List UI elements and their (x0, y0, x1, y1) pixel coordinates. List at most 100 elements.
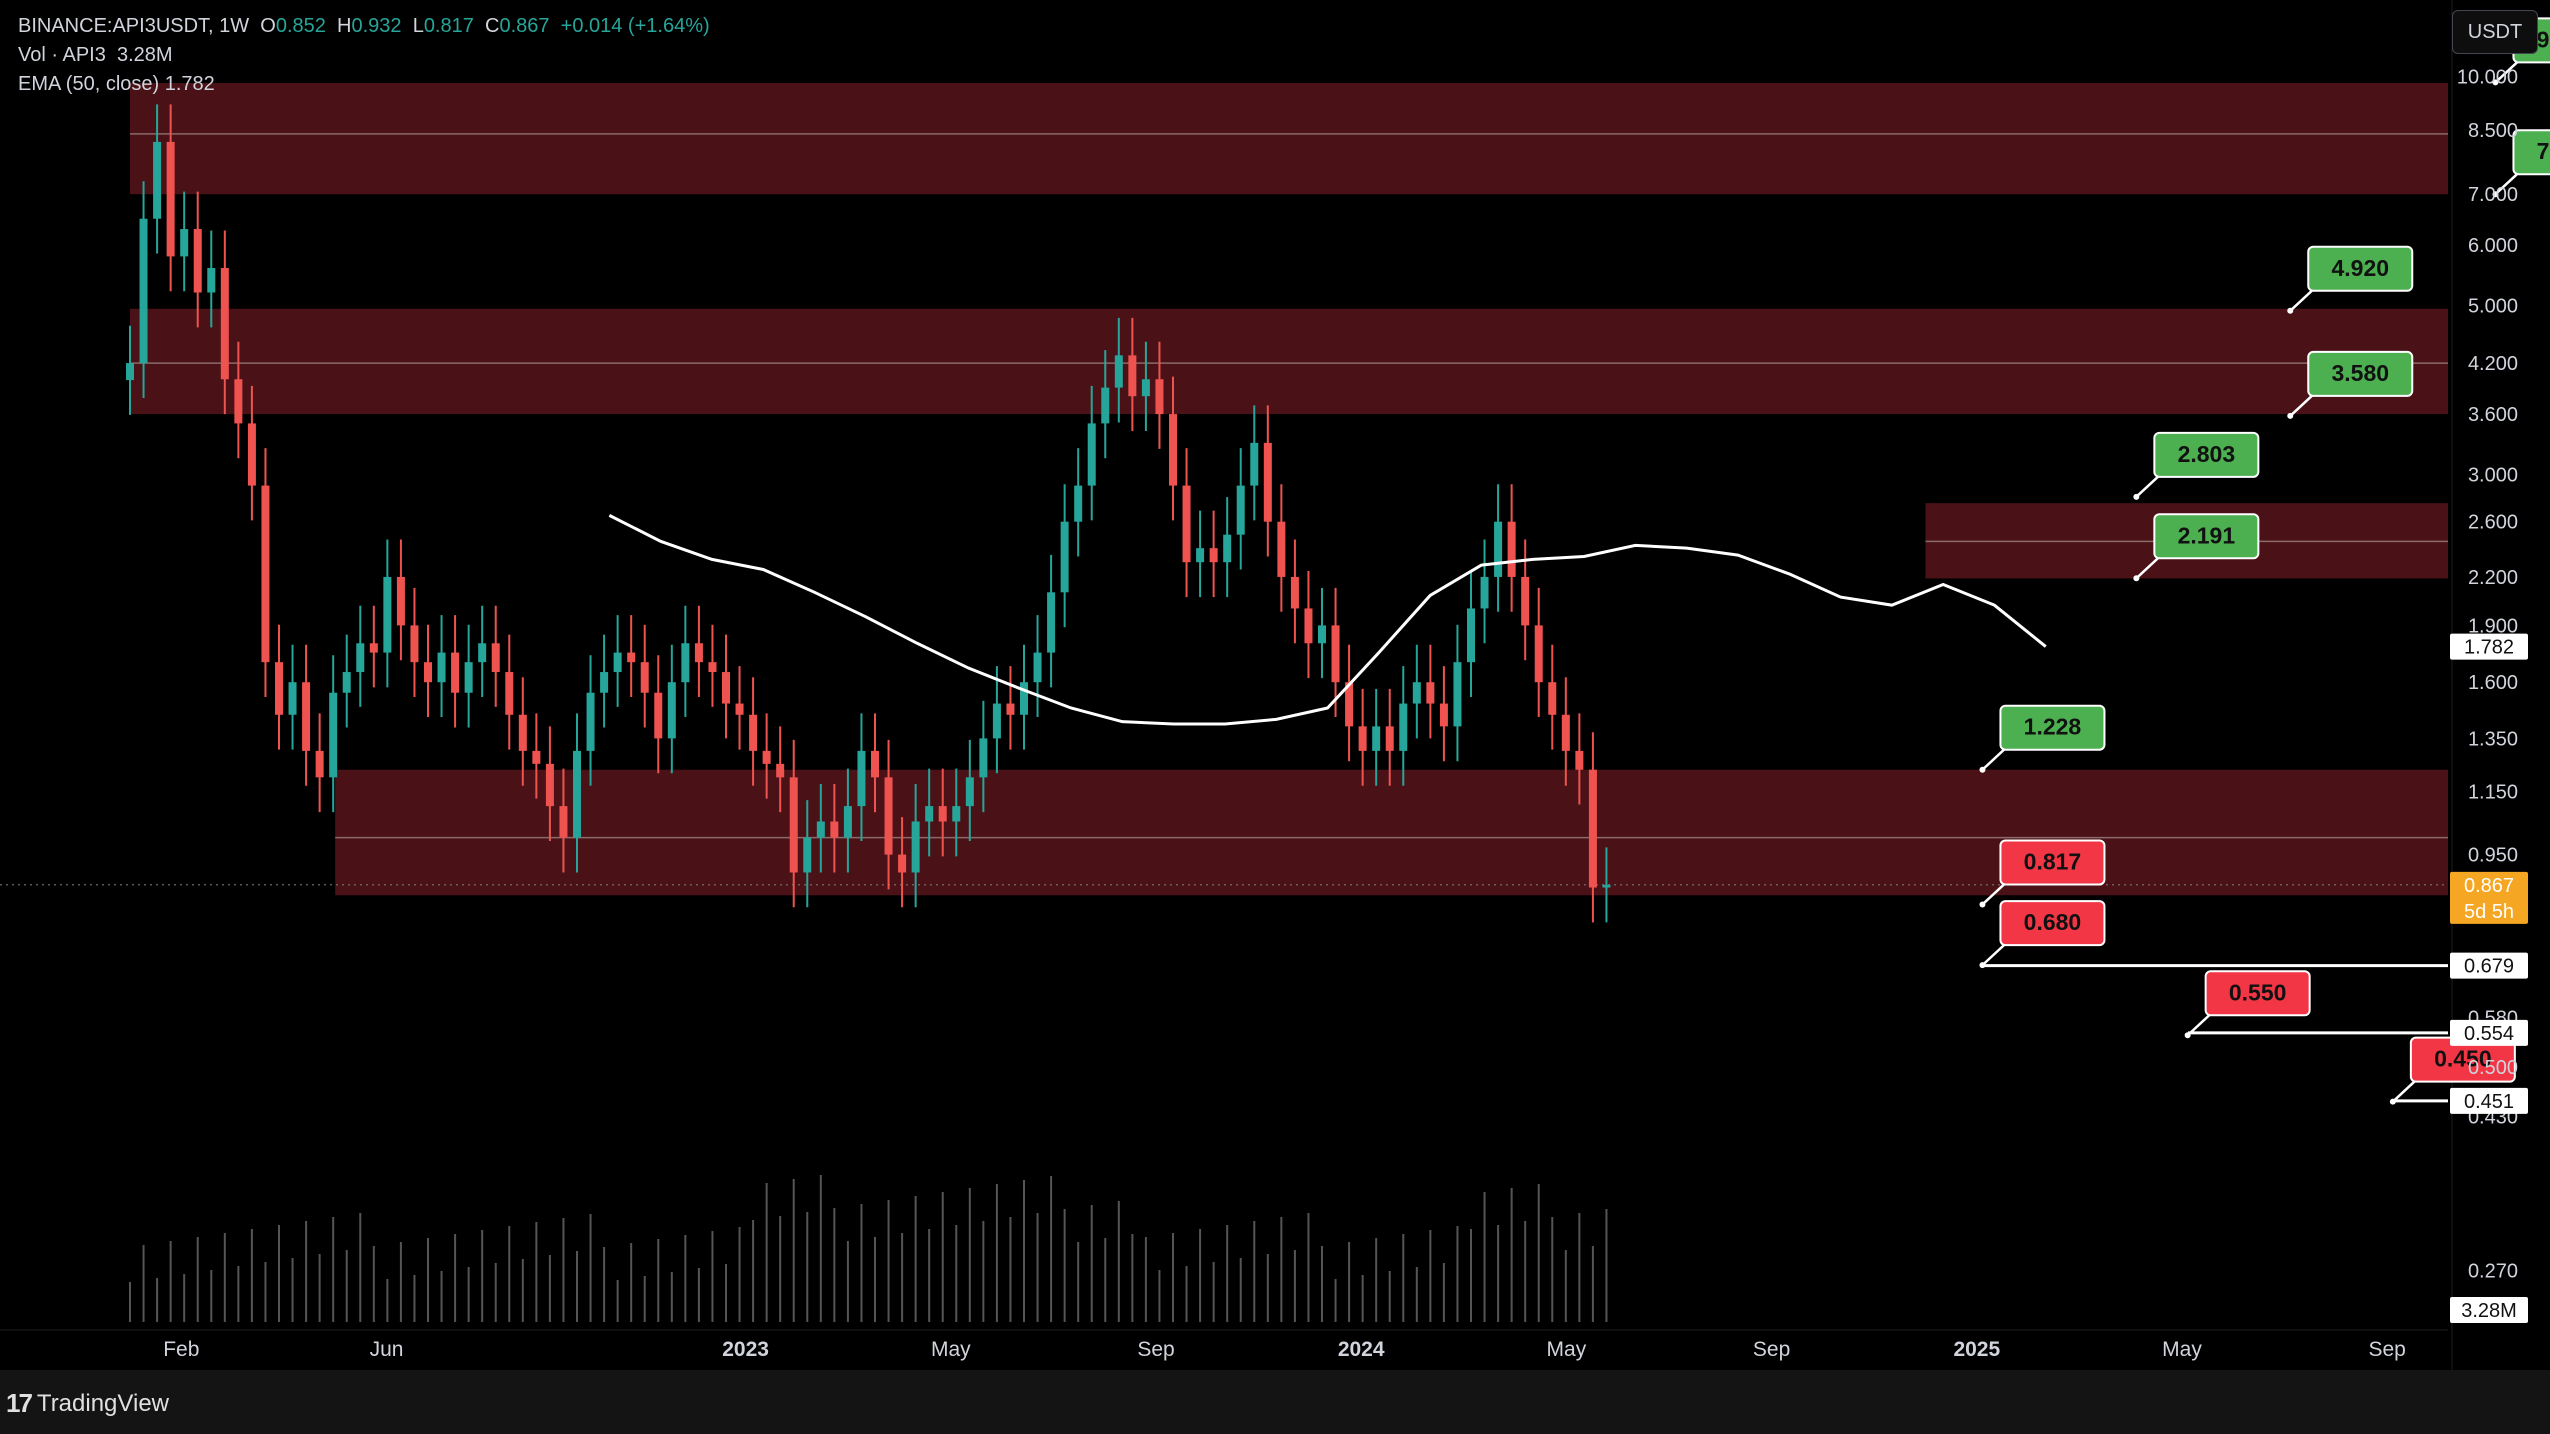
y-tick-label: 0.950 (2468, 845, 2518, 867)
volume-badge-bg (2450, 1297, 2528, 1323)
green-target-5-dot (2133, 575, 2140, 582)
green-target-1: 7.000 (2492, 129, 2550, 198)
candle-body (478, 643, 487, 663)
candle-body (573, 750, 581, 838)
candle-body (613, 652, 622, 673)
candle-body (640, 662, 649, 693)
change-value: +0.014 (+1.64%) (560, 15, 710, 37)
open-value: 0.852 (275, 15, 326, 37)
candle-body (559, 806, 568, 838)
y-tick-label: 1.350 (2468, 728, 2518, 750)
candle-body (1290, 576, 1299, 609)
green-target-5: 2.191 (2133, 513, 2260, 582)
candle-body (1345, 682, 1354, 727)
candle-body (722, 672, 730, 704)
green-target-6-label: 1.228 (2024, 714, 2082, 740)
volume-line[interactable]: Vol · API3 3.28M (18, 44, 173, 66)
support-badge-0-bg (2450, 952, 2528, 979)
candle-body (600, 672, 609, 693)
last-price-badge-bg (2450, 871, 2528, 924)
x-tick-label: Jun (370, 1338, 404, 1361)
candle-body (1575, 750, 1584, 770)
candle-body (1602, 884, 1611, 888)
low-value: 0.817 (423, 15, 474, 37)
green-target-3-label: 3.580 (2331, 360, 2389, 386)
high-value: 0.932 (351, 15, 402, 37)
support-badge-1: 0.554 (2464, 1023, 2514, 1045)
candle-body (1006, 703, 1015, 715)
support-badge-2: 0.451 (2464, 1091, 2514, 1113)
green-target-2-label: 4.920 (2331, 255, 2389, 281)
y-tick-label: 1.900 (2468, 615, 2518, 637)
candle-body (1507, 521, 1516, 577)
y-tick-label: 3.600 (2468, 404, 2518, 426)
candle-body (545, 763, 554, 807)
ema-value: 1.782 (164, 73, 215, 95)
red-target-2-dot (2184, 1032, 2191, 1039)
volume-badge: 3.28M (2461, 1300, 2517, 1322)
candle-body (234, 379, 243, 424)
price-chart[interactable]: 9.816 7.000 4.920 3.580 2.803 2.191 1.228 0.817… (0, 0, 2550, 1370)
red-target-1-box (1999, 900, 2106, 947)
candle-body (871, 750, 879, 778)
candle-body (1263, 442, 1272, 522)
y-tick-label: 0.270 (2468, 1261, 2518, 1283)
candle-body (1087, 423, 1096, 486)
resistance-zone-3 (335, 769, 2449, 896)
red-target-2-box (2204, 970, 2311, 1017)
x-tick-label: May (1547, 1338, 1587, 1361)
candle-body (843, 806, 852, 838)
y-tick-label: 3.000 (2468, 464, 2518, 486)
candle-body (193, 229, 202, 293)
candle-body (1033, 652, 1042, 683)
y-tick-label: 4.200 (2468, 353, 2518, 375)
symbol-label[interactable]: BINANCE:API3USDT, 1W (18, 15, 250, 37)
candle-body (126, 363, 134, 381)
candle-body (1453, 662, 1462, 727)
candle-body (424, 662, 432, 683)
green-target-2-dot (2287, 307, 2294, 314)
red-target-0-box (1999, 839, 2106, 886)
candle-body (153, 141, 162, 219)
support-badge-0: 0.679 (2464, 956, 2514, 978)
x-tick-label: 2023 (722, 1338, 769, 1361)
green-target-4: 2.803 (2133, 431, 2260, 500)
candle-body (1250, 442, 1259, 486)
candle-body (356, 643, 365, 673)
green-target-4-box (2153, 431, 2260, 478)
y-tick-label: 0.500 (2468, 1057, 2518, 1079)
brand-name: TradingView (36, 1389, 169, 1417)
candle-body (925, 806, 934, 822)
candle-body (1399, 703, 1408, 751)
candle-body (1236, 485, 1245, 535)
candle-body (383, 576, 392, 653)
candle-body (884, 777, 893, 855)
candle-body (1588, 769, 1597, 888)
candle-body (1318, 625, 1326, 644)
green-target-1-dot (2492, 191, 2499, 198)
ema-line[interactable]: EMA (50, close) 1.782 (18, 73, 215, 95)
currency-button[interactable]: USDT (2452, 10, 2538, 54)
last-price-badge: 0.867 (2464, 875, 2514, 897)
candle-body (1209, 548, 1218, 563)
candle-body (816, 821, 825, 838)
candle-body (1561, 714, 1570, 751)
x-tick-label: Sep (1753, 1338, 1790, 1361)
candle-body (830, 821, 839, 838)
ohlc-line: BINANCE:API3USDT, 1W O0.852 H0.932 L0.81… (18, 15, 710, 37)
x-tick-label: 2025 (1953, 1338, 2000, 1361)
candle-body (302, 682, 311, 751)
resistance-zone-1 (130, 308, 2448, 415)
green-target-5-box (2153, 513, 2260, 560)
candle-body (464, 662, 473, 693)
candle-body (965, 777, 974, 807)
candle-body (1169, 414, 1177, 486)
candle-body (708, 662, 717, 673)
candle-body (410, 625, 419, 663)
candle-body (342, 672, 351, 693)
tradingview-logo[interactable]: 17 TradingView (6, 1388, 169, 1419)
candle-body (491, 643, 500, 673)
candle-body (247, 423, 256, 486)
ema-line (608, 514, 2047, 726)
red-target-2: 0.550 (2184, 970, 2311, 1039)
